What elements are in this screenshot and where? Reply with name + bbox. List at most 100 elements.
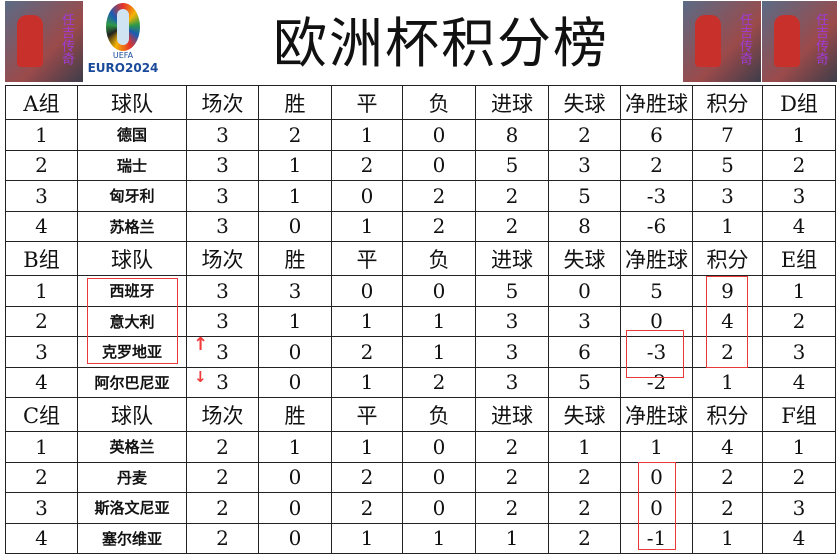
stat-cell: 2 — [548, 119, 621, 151]
stat-cell: 0 — [402, 431, 476, 463]
header-cell: 球队 — [77, 241, 187, 276]
header-cell: 平 — [331, 397, 403, 432]
stat-cell: 1 — [258, 305, 332, 337]
stat-cell: 5 — [620, 275, 693, 307]
group-header-row: A组 球队 场次胜平负进球 失球 净胜球 积分 D组 — [5, 85, 836, 120]
stat-cell: 2 — [5, 305, 78, 337]
stat-cell: 4 — [5, 366, 78, 398]
trophy-icon — [106, 3, 140, 51]
team-name: 苏格兰 — [77, 210, 187, 242]
logo-euro: EURO2024 — [87, 61, 159, 75]
header-cell: 净胜球 — [620, 397, 693, 432]
stat-cell: 0 — [258, 210, 332, 242]
table-row: 4 阿尔巴尼亚 3 0 1 2 3 5 -2 1 4 — [5, 366, 836, 398]
stat-cell: 1 — [331, 119, 403, 151]
stat-cell: 6 — [620, 119, 693, 151]
stat-cell: 0 — [258, 336, 332, 368]
stat-cell: 3 — [186, 210, 259, 242]
stat-cell: 5 — [692, 149, 763, 181]
stat-cell: 4 — [5, 210, 78, 242]
stat-cell: 0 — [258, 522, 332, 554]
stat-cell: 2 — [402, 366, 476, 398]
stat-cell: 2 — [331, 461, 403, 493]
stat-cell: 1 — [402, 336, 476, 368]
header-cell: 净胜球 — [620, 241, 693, 276]
table-row: 2 意大利 3 1 1 1 3 3 0 4 2 — [5, 305, 836, 337]
team-name: 英格兰 — [77, 431, 187, 463]
stat-cell: 4 — [5, 522, 78, 554]
stat-cell: 1 — [692, 210, 763, 242]
header-cell: 失球 — [548, 241, 621, 276]
header-cell: D组 — [762, 85, 836, 120]
header-cell: 胜 — [258, 241, 332, 276]
header-cell: E组 — [762, 241, 836, 276]
stat-cell: 2 — [186, 431, 259, 463]
stat-cell: 3 — [762, 180, 836, 212]
header-cell: 失球 — [548, 397, 621, 432]
team-name: 斯洛文尼亚 — [77, 492, 187, 524]
header-cell: 球队 — [77, 397, 187, 432]
stat-cell: 2 — [762, 461, 836, 493]
stat-cell: 9 — [692, 275, 763, 307]
header-cell: 平 — [331, 85, 403, 120]
stat-cell: 3 — [186, 305, 259, 337]
team-name: 西班牙 — [77, 275, 187, 307]
table-row: 4 苏格兰 3 0 1 2 2 8 -6 1 4 — [5, 210, 836, 242]
stat-cell: 1 — [475, 522, 549, 554]
stat-cell: 0 — [548, 275, 621, 307]
stat-cell: 1 — [5, 275, 78, 307]
stat-cell: 2 — [475, 492, 549, 524]
header-cell: 积分 — [692, 241, 763, 276]
header-cell: 失球 — [548, 85, 621, 120]
stat-cell: -3 — [620, 336, 693, 368]
stat-cell: 2 — [548, 461, 621, 493]
stat-cell: 5 — [548, 180, 621, 212]
stat-cell: 1 — [620, 431, 693, 463]
stat-cell: 8 — [548, 210, 621, 242]
stat-cell: 4 — [762, 522, 836, 554]
stat-cell: 0 — [402, 275, 476, 307]
stat-cell: 7 — [692, 119, 763, 151]
stat-cell: -2 — [620, 366, 693, 398]
stat-cell: 2 — [475, 180, 549, 212]
stat-cell: 2 — [548, 492, 621, 524]
table-row: 3 斯洛文尼亚 2 0 2 0 2 2 0 2 3 — [5, 492, 836, 524]
stat-cell: 2 — [475, 461, 549, 493]
stat-cell: 3 — [548, 305, 621, 337]
stat-cell: 2 — [475, 210, 549, 242]
stat-cell: 1 — [331, 210, 403, 242]
stat-cell: 6 — [548, 336, 621, 368]
header-cell: 场次 — [186, 397, 259, 432]
stat-cell: 2 — [762, 305, 836, 337]
stat-cell: -1 — [620, 522, 693, 554]
stat-cell: 0 — [620, 305, 693, 337]
team-name: 丹麦 — [77, 461, 187, 493]
stat-cell: 4 — [762, 210, 836, 242]
team-name: 塞尔维亚 — [77, 522, 187, 554]
stat-cell: 3 — [5, 492, 78, 524]
stat-cell: 0 — [620, 461, 693, 493]
stat-cell: 3 — [186, 149, 259, 181]
table-row: 1 西班牙 3 3 0 0 5 0 5 9 1 — [5, 275, 836, 307]
header-cell: 进球 — [475, 241, 549, 276]
stat-cell: 2 — [692, 492, 763, 524]
header-cell: B组 — [5, 241, 78, 276]
stat-cell: 2 — [402, 210, 476, 242]
stat-cell: 2 — [402, 180, 476, 212]
header-cell: 平 — [331, 241, 403, 276]
stat-cell: 1 — [5, 119, 78, 151]
stat-cell: -3 — [620, 180, 693, 212]
stat-cell: 1 — [402, 522, 476, 554]
header-cell: C组 — [5, 397, 78, 432]
stat-cell: 0 — [402, 461, 476, 493]
header-cell: 负 — [402, 397, 476, 432]
up-arrow-icon: ↑ — [193, 334, 209, 355]
stat-cell: 4 — [692, 305, 763, 337]
stat-cell: 3 — [475, 336, 549, 368]
table-row: 1 德国 3 2 1 0 8 2 6 7 1 — [5, 119, 836, 151]
stat-cell: 2 — [186, 461, 259, 493]
stat-cell: 2 — [620, 149, 693, 181]
stat-cell: 1 — [331, 522, 403, 554]
table-row: 2 瑞士 3 1 2 0 5 3 2 5 2 — [5, 149, 836, 181]
player-image-left: 任吉传奇 — [5, 1, 83, 82]
